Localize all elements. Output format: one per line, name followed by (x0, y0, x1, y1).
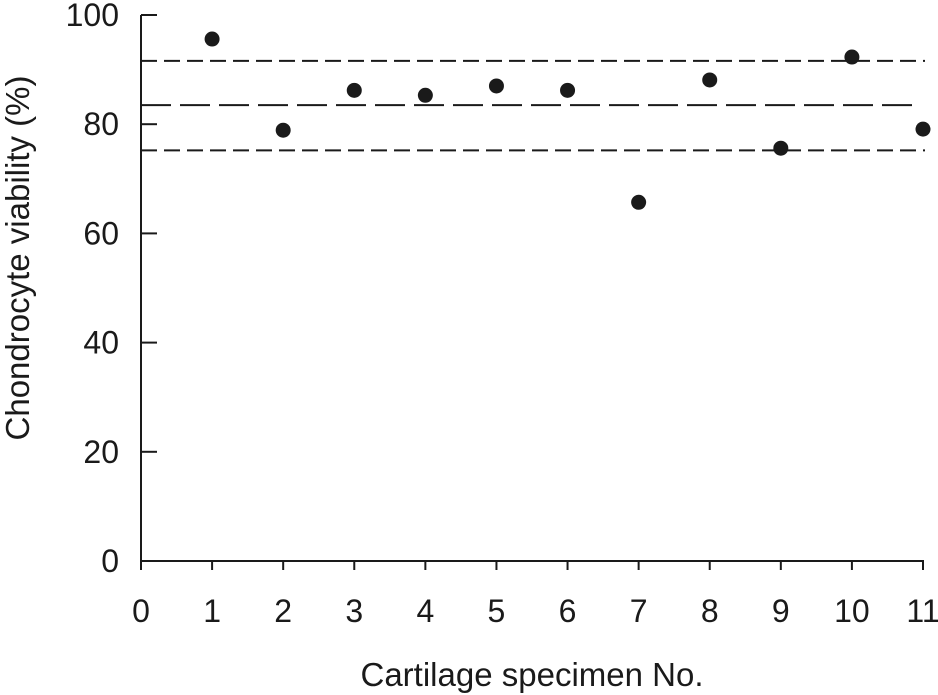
data-point (773, 140, 789, 156)
reference-lines (141, 59, 925, 152)
x-tick-label: 8 (701, 593, 719, 629)
y-axis-ticks: 0 20 40 60 80 100 (66, 0, 157, 579)
axes (140, 15, 924, 562)
x-tick-label: 3 (345, 593, 363, 629)
y-axis-title: Chondrocyte viability (%) (0, 76, 36, 441)
x-tick-label: 11 (906, 593, 938, 629)
x-tick-label: 10 (834, 593, 870, 629)
x-axis-ticks: 0 1 2 3 4 5 6 7 8 9 10 11 (132, 561, 938, 629)
x-tick-label: 7 (630, 593, 648, 629)
x-tick-label: 1 (203, 593, 221, 629)
y-tick-label: 20 (83, 434, 119, 470)
data-points (204, 31, 931, 210)
x-tick-label: 0 (132, 593, 150, 629)
x-tick-label: 9 (772, 593, 790, 629)
y-tick-label: 40 (83, 325, 119, 361)
data-point (631, 194, 647, 210)
data-point (346, 82, 362, 98)
data-point (488, 78, 504, 94)
data-point (204, 31, 220, 47)
data-point (417, 87, 433, 103)
x-axis-title: Cartilage specimen No. (361, 656, 704, 693)
y-tick-label: 100 (66, 0, 119, 33)
data-point (844, 49, 860, 65)
x-tick-label: 5 (488, 593, 506, 629)
y-tick-label: 80 (83, 106, 119, 142)
x-tick-label: 4 (416, 593, 434, 629)
data-point (915, 121, 931, 137)
y-tick-label: 60 (83, 215, 119, 251)
data-point (275, 122, 291, 138)
data-point (560, 82, 576, 98)
data-point (702, 72, 718, 88)
x-tick-label: 6 (559, 593, 577, 629)
y-tick-label: 0 (101, 543, 119, 579)
x-tick-label: 2 (274, 593, 292, 629)
